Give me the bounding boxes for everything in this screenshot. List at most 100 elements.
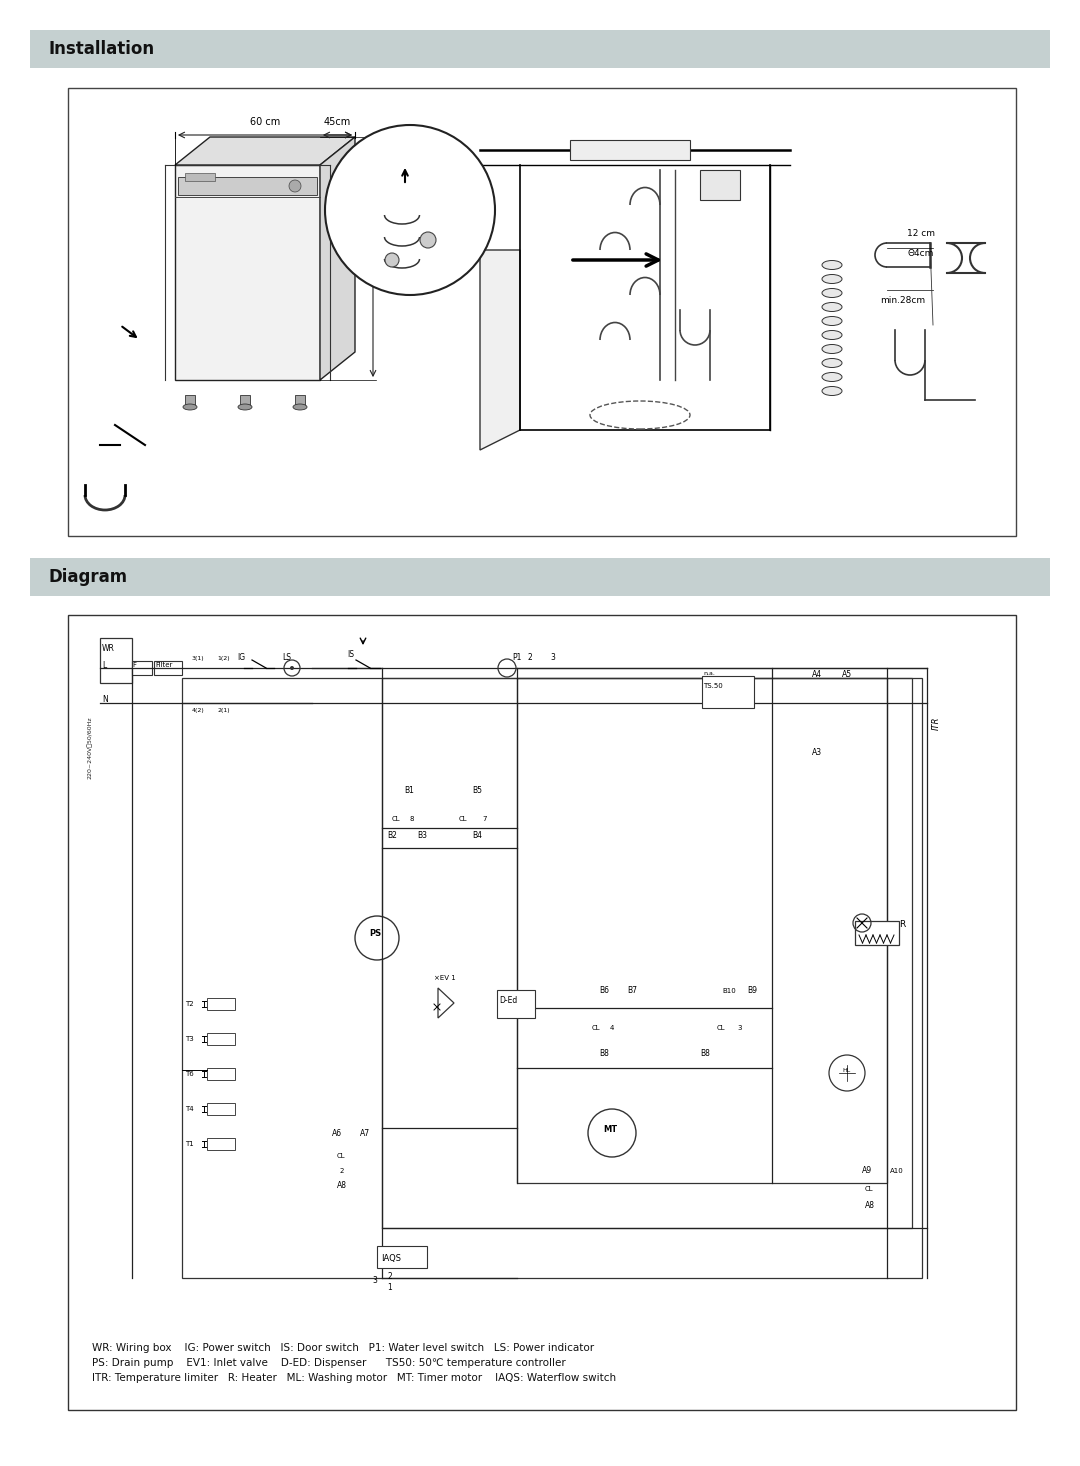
Text: A10: A10 — [890, 1168, 904, 1174]
Bar — [154, 661, 183, 674]
Ellipse shape — [293, 405, 307, 410]
Ellipse shape — [822, 387, 842, 396]
Text: T2: T2 — [185, 1001, 193, 1007]
Bar — [185, 173, 215, 180]
Text: B10: B10 — [723, 988, 735, 994]
Text: WR: Wiring box    IG: Power switch   IS: Door switch   P1: Water level switch   : WR: Wiring box IG: Power switch IS: Door… — [92, 1343, 594, 1353]
Ellipse shape — [822, 302, 842, 311]
Text: T3: T3 — [185, 1036, 193, 1042]
Text: 2(1): 2(1) — [217, 708, 230, 712]
Circle shape — [384, 254, 399, 267]
Text: IS: IS — [347, 649, 354, 660]
Bar — [207, 1034, 235, 1045]
Text: 3: 3 — [372, 1275, 377, 1286]
Bar — [183, 677, 922, 1278]
Text: A4: A4 — [812, 670, 822, 679]
Text: PS: Drain pump    EV1: Inlet valve    D-ED: Dispenser      TS50: 50℃ temperature: PS: Drain pump EV1: Inlet valve D-ED: Di… — [92, 1358, 566, 1368]
Text: CL: CL — [865, 1186, 874, 1192]
Text: 220~240V～50/60Hz: 220~240V～50/60Hz — [87, 717, 93, 780]
Bar — [570, 139, 690, 160]
Ellipse shape — [822, 261, 842, 270]
Bar — [240, 394, 249, 408]
Bar — [178, 177, 318, 195]
Bar — [132, 661, 152, 674]
Bar — [702, 676, 754, 708]
Bar — [100, 638, 132, 683]
Text: T1: T1 — [185, 1141, 193, 1146]
Polygon shape — [175, 136, 355, 166]
Text: PS: PS — [369, 929, 381, 938]
Text: 60 cm: 60 cm — [249, 117, 280, 128]
Bar — [377, 1246, 427, 1268]
Text: TS.50: TS.50 — [703, 683, 723, 689]
Text: B9: B9 — [747, 987, 757, 995]
Text: Θ4cm: Θ4cm — [907, 249, 933, 258]
Ellipse shape — [822, 317, 842, 325]
Text: HL: HL — [842, 1067, 850, 1073]
Ellipse shape — [822, 274, 842, 283]
Text: Diagram: Diagram — [48, 567, 127, 586]
Text: ITR: ITR — [932, 717, 941, 730]
Bar — [207, 998, 235, 1010]
Bar — [207, 1102, 235, 1116]
Text: F: F — [132, 663, 136, 668]
Circle shape — [291, 666, 294, 670]
Text: B1: B1 — [404, 786, 414, 795]
Polygon shape — [480, 251, 519, 450]
Bar — [382, 677, 912, 1229]
Ellipse shape — [822, 330, 842, 340]
Bar — [517, 677, 887, 1183]
Text: A8: A8 — [865, 1201, 875, 1209]
Text: 1: 1 — [387, 1283, 392, 1292]
Text: B8: B8 — [599, 1050, 609, 1058]
Ellipse shape — [822, 345, 842, 353]
Text: Filter: Filter — [156, 663, 173, 668]
Text: CL: CL — [592, 1025, 600, 1031]
Text: A6: A6 — [332, 1129, 342, 1138]
Bar — [30, 559, 1050, 597]
Text: CL: CL — [392, 817, 401, 822]
Bar — [185, 394, 195, 408]
Text: B7: B7 — [627, 987, 637, 995]
Ellipse shape — [822, 359, 842, 368]
Text: CL: CL — [717, 1025, 726, 1031]
Bar — [30, 29, 1050, 67]
Text: B5: B5 — [472, 786, 482, 795]
Text: 12 cm: 12 cm — [907, 229, 935, 237]
Circle shape — [289, 180, 301, 192]
Text: 2: 2 — [527, 652, 531, 663]
Text: 1(2): 1(2) — [217, 655, 230, 661]
Bar — [207, 1138, 235, 1149]
Text: L: L — [102, 661, 106, 670]
Text: T6: T6 — [185, 1072, 193, 1078]
Text: A3: A3 — [812, 748, 822, 756]
Bar — [68, 88, 1016, 537]
Text: B4: B4 — [472, 831, 482, 840]
Text: CL: CL — [337, 1152, 346, 1160]
Text: R: R — [899, 921, 905, 929]
Text: 45cm: 45cm — [324, 117, 351, 128]
Bar — [295, 394, 305, 408]
Circle shape — [420, 232, 436, 248]
Text: 2: 2 — [340, 1168, 345, 1174]
Ellipse shape — [822, 372, 842, 381]
Text: 3: 3 — [737, 1025, 742, 1031]
Text: WR: WR — [102, 644, 114, 652]
Text: 4(2): 4(2) — [192, 708, 205, 712]
Bar — [68, 616, 1016, 1410]
Ellipse shape — [183, 405, 197, 410]
Text: ×EV 1: ×EV 1 — [434, 975, 456, 981]
Text: CL: CL — [459, 817, 468, 822]
Text: 3: 3 — [550, 652, 555, 663]
Text: IG: IG — [237, 652, 245, 663]
Text: A7: A7 — [360, 1129, 370, 1138]
Bar — [175, 166, 320, 380]
Text: B2: B2 — [387, 831, 396, 840]
Text: D-Ed: D-Ed — [499, 995, 517, 1006]
Text: LS: LS — [282, 652, 291, 663]
Text: A8: A8 — [337, 1182, 347, 1190]
Text: A9: A9 — [862, 1165, 873, 1176]
Ellipse shape — [238, 405, 252, 410]
Text: n.a.: n.a. — [703, 671, 715, 676]
Text: B6: B6 — [599, 987, 609, 995]
